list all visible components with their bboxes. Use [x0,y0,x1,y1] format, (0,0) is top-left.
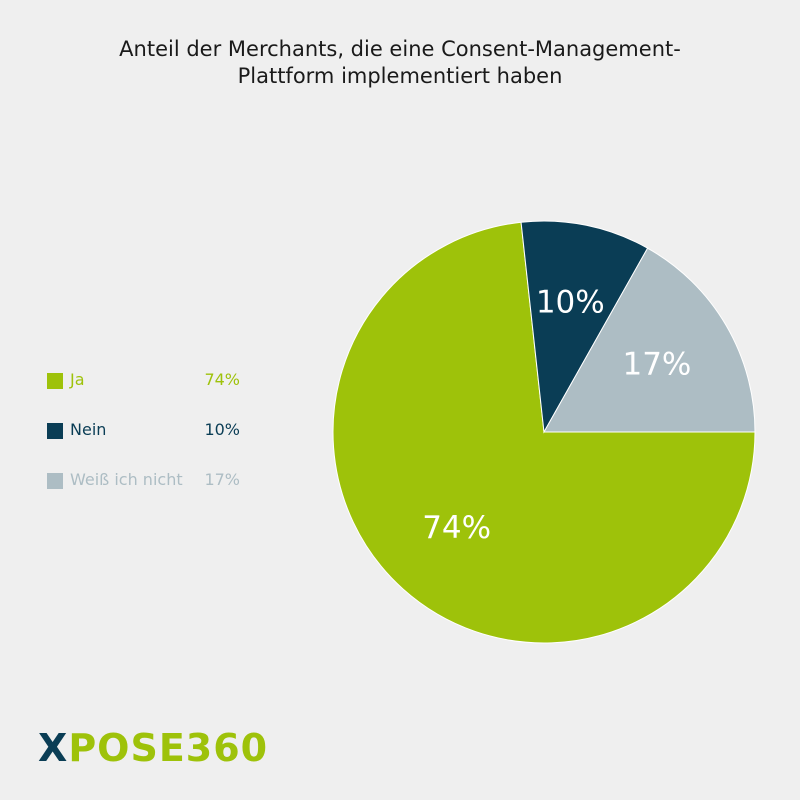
legend-label-weiss-ich-nicht: Weiß ich nicht [70,470,183,489]
logo-text: POSE360 [68,726,269,770]
logo-mark: X [38,726,69,770]
legend-value-nein: 10% [204,420,240,439]
legend-swatch-nein [47,423,63,439]
pie-labels: 74% 10% 17% [422,284,691,546]
legend-label-nein: Nein [70,420,107,439]
xpose360-logo: XPOSE360 [38,726,268,770]
legend-value-ja: 74% [204,370,240,389]
pie-data-label-weiss-ich-nicht: 17% [622,347,691,383]
legend-label-ja: Ja [70,370,85,389]
pie-slice-weiss-ich-nicht [543,247,756,433]
pie-slices [332,220,756,644]
pie-data-label-ja: 74% [422,510,491,546]
chart-title-line-2: Plattform implementiert haben [237,64,563,88]
legend-swatch-ja [47,373,63,389]
legend-swatch-weiss-ich-nicht [47,473,63,489]
pie-data-label-nein: 10% [536,284,605,320]
legend-item-nein: Nein 10% [47,420,247,470]
pie-slice-nein [520,220,649,434]
chart-title-line-1: Anteil der Merchants, die eine Consent-M… [119,37,681,61]
legend-value-weiss-ich-nicht: 17% [204,470,240,489]
legend-item-ja: Ja 74% [47,370,247,420]
chart-title: Anteil der Merchants, die eine Consent-M… [40,36,760,90]
chart-legend: Ja 74% Nein 10% Weiß ich nicht 17% [47,370,247,520]
legend-item-weiss-ich-nicht: Weiß ich nicht 17% [47,470,247,520]
